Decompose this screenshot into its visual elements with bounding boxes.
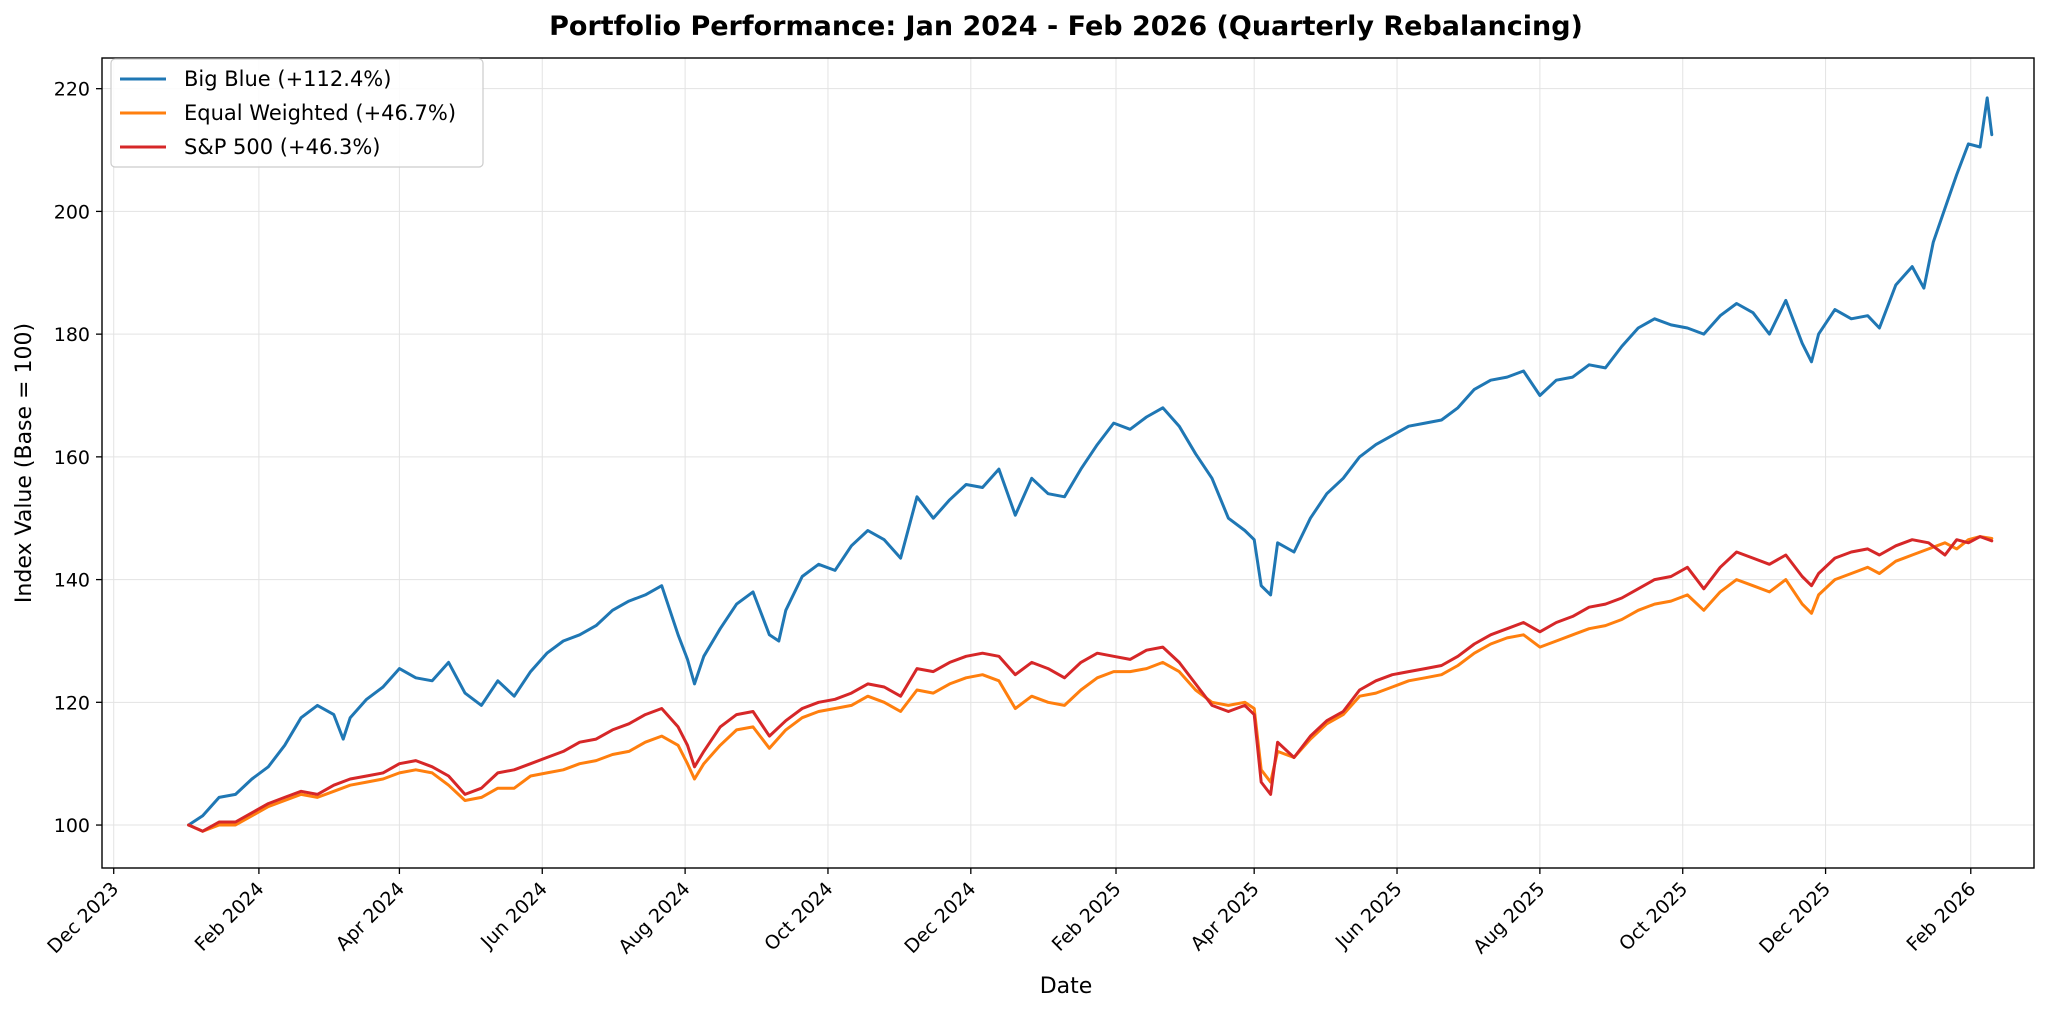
series-line-3	[187, 535, 1994, 833]
y-tick-label: 100	[54, 815, 90, 837]
series-line-1	[187, 96, 1994, 827]
series-lines	[187, 96, 1994, 833]
series-line-2	[187, 535, 1994, 833]
y-tick-label: 140	[54, 570, 90, 592]
chart-title: Portfolio Performance: Jan 2024 - Feb 20…	[549, 11, 1583, 42]
grid-lines	[102, 58, 2034, 868]
legend-label-1: Big Blue (+112.4%)	[184, 67, 391, 91]
legend-label-3: S&P 500 (+46.3%)	[184, 135, 381, 159]
y-axis-ticks: 100 120 140 160 180 200 220	[54, 79, 102, 837]
y-tick-label: 180	[54, 324, 90, 346]
x-axis-label: Date	[1040, 974, 1093, 999]
y-tick-label: 120	[54, 692, 90, 714]
y-axis-label: Index Value (Base = 100)	[12, 323, 37, 603]
y-tick-label: 220	[54, 79, 90, 101]
y-tick-label: 200	[54, 201, 90, 223]
legend-label-2: Equal Weighted (+46.7%)	[184, 101, 456, 125]
y-tick-label: 160	[54, 447, 90, 469]
plot-frame	[101, 57, 2035, 869]
legend-box	[110, 58, 484, 168]
legend: Big Blue (+112.4%) Equal Weighted (+46.7%…	[110, 58, 484, 168]
